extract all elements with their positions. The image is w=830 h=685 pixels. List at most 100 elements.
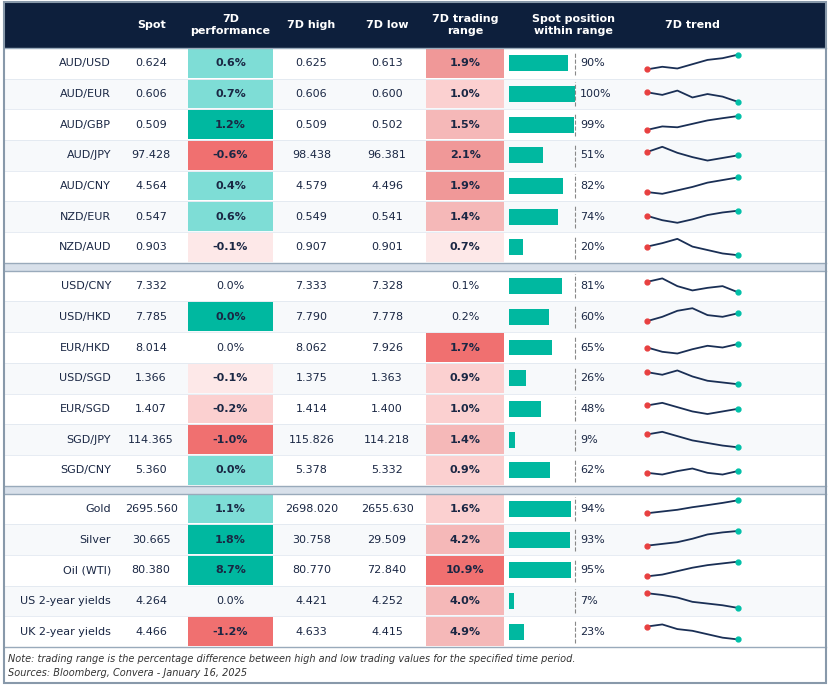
Bar — [188, 233, 272, 262]
Text: USD/SGD: USD/SGD — [59, 373, 111, 383]
Text: 115.826: 115.826 — [289, 434, 334, 445]
Bar — [4, 363, 826, 393]
Bar — [510, 178, 563, 194]
Text: 7D trend: 7D trend — [665, 20, 720, 30]
Text: -1.2%: -1.2% — [212, 627, 248, 636]
Text: 4.9%: 4.9% — [450, 627, 481, 636]
Text: 0.9%: 0.9% — [450, 465, 481, 475]
Bar — [188, 110, 272, 139]
Text: 100%: 100% — [580, 89, 612, 99]
Bar — [188, 49, 272, 77]
Text: 1.0%: 1.0% — [450, 404, 481, 414]
Bar — [4, 271, 826, 301]
Bar — [510, 240, 523, 256]
Text: 0.901: 0.901 — [371, 242, 403, 253]
Bar — [188, 425, 272, 454]
Text: 1.6%: 1.6% — [450, 504, 481, 514]
Text: 0.541: 0.541 — [371, 212, 403, 222]
Text: 90%: 90% — [580, 58, 605, 68]
Bar — [426, 556, 505, 584]
Text: 0.606: 0.606 — [135, 89, 167, 99]
Text: 7D low: 7D low — [366, 20, 408, 30]
Text: 7.790: 7.790 — [295, 312, 327, 322]
Bar — [426, 425, 505, 454]
Text: 7.332: 7.332 — [135, 281, 167, 291]
Bar — [4, 494, 826, 524]
Text: 1.366: 1.366 — [135, 373, 167, 383]
Bar — [188, 395, 272, 423]
Bar — [426, 456, 505, 484]
Text: USD/HKD: USD/HKD — [60, 312, 111, 322]
Text: 2698.020: 2698.020 — [285, 504, 338, 514]
Text: 7D
performance: 7D performance — [190, 14, 271, 36]
Text: 1.375: 1.375 — [295, 373, 327, 383]
Text: 9%: 9% — [580, 434, 598, 445]
Text: Oil (WTI): Oil (WTI) — [63, 565, 111, 575]
Bar — [426, 110, 505, 139]
Text: 4.0%: 4.0% — [450, 596, 481, 606]
Text: 80.380: 80.380 — [132, 565, 171, 575]
Bar — [426, 617, 505, 646]
Text: US 2-year yields: US 2-year yields — [20, 596, 111, 606]
Text: 0.625: 0.625 — [295, 58, 327, 68]
Text: -0.2%: -0.2% — [212, 404, 248, 414]
Text: 95%: 95% — [580, 565, 605, 575]
Text: 0.624: 0.624 — [135, 58, 167, 68]
Bar — [510, 370, 526, 386]
Text: 4.633: 4.633 — [295, 627, 327, 636]
Bar — [188, 617, 272, 646]
Bar — [426, 49, 505, 77]
Text: 1.4%: 1.4% — [450, 434, 481, 445]
Text: 0.7%: 0.7% — [450, 242, 481, 253]
Text: AUD/USD: AUD/USD — [59, 58, 111, 68]
Bar — [426, 495, 505, 523]
Text: 0.502: 0.502 — [371, 120, 403, 129]
Text: AUD/CNY: AUD/CNY — [60, 181, 111, 191]
Text: 2695.560: 2695.560 — [124, 504, 178, 514]
Bar — [510, 532, 570, 547]
Bar — [4, 263, 826, 271]
Bar — [4, 393, 826, 424]
Text: 0.0%: 0.0% — [217, 342, 245, 353]
Text: 8.014: 8.014 — [135, 342, 167, 353]
Text: 62%: 62% — [580, 465, 605, 475]
Bar — [188, 79, 272, 108]
Text: 0.509: 0.509 — [135, 120, 167, 129]
Text: 0.4%: 0.4% — [215, 181, 246, 191]
Bar — [4, 332, 826, 363]
Text: 96.381: 96.381 — [368, 151, 407, 160]
Text: 30.758: 30.758 — [292, 534, 331, 545]
Text: 4.264: 4.264 — [135, 596, 167, 606]
Text: 7.926: 7.926 — [371, 342, 403, 353]
Text: -0.6%: -0.6% — [212, 151, 248, 160]
Text: 5.360: 5.360 — [135, 465, 167, 475]
Text: 0.6%: 0.6% — [215, 58, 246, 68]
Text: EUR/SGD: EUR/SGD — [60, 404, 111, 414]
Text: 114.365: 114.365 — [129, 434, 174, 445]
Text: SGD/CNY: SGD/CNY — [60, 465, 111, 475]
Text: 1.0%: 1.0% — [450, 89, 481, 99]
Text: 0.606: 0.606 — [295, 89, 327, 99]
Bar — [4, 232, 826, 263]
Text: 0.7%: 0.7% — [215, 89, 246, 99]
Text: 1.5%: 1.5% — [450, 120, 481, 129]
Text: 7.328: 7.328 — [371, 281, 403, 291]
Text: -1.0%: -1.0% — [212, 434, 248, 445]
Text: Spot position
within range: Spot position within range — [532, 14, 615, 36]
Text: 0.613: 0.613 — [371, 58, 403, 68]
Text: 7D high: 7D high — [287, 20, 335, 30]
Text: NZD/EUR: NZD/EUR — [60, 212, 111, 222]
Text: 1.4%: 1.4% — [450, 212, 481, 222]
Bar — [510, 401, 540, 417]
Bar — [4, 524, 826, 555]
Bar — [510, 278, 562, 294]
Bar — [510, 147, 543, 164]
Text: Note: trading range is the percentage difference between high and low trading va: Note: trading range is the percentage di… — [8, 654, 575, 664]
Text: 98.438: 98.438 — [292, 151, 331, 160]
Bar — [4, 2, 826, 48]
Text: 29.509: 29.509 — [368, 534, 407, 545]
Bar — [4, 110, 826, 140]
Text: 23%: 23% — [580, 627, 605, 636]
Bar — [426, 79, 505, 108]
Bar — [4, 48, 826, 79]
